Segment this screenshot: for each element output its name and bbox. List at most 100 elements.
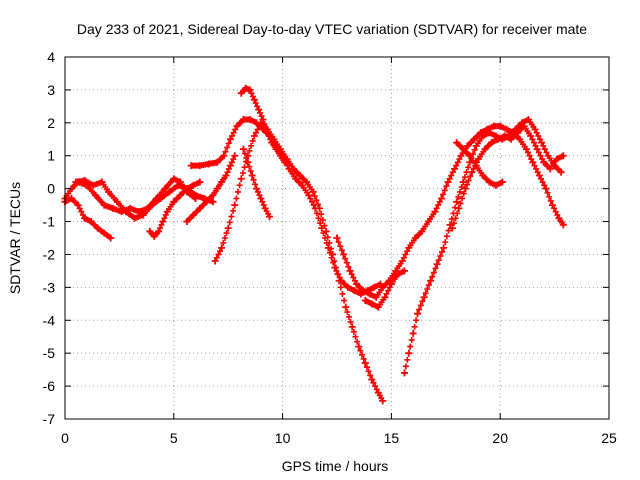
data-point-interp <box>450 220 457 227</box>
data-point-interp <box>540 142 547 149</box>
data-point-interp <box>328 254 335 261</box>
data-point-interp <box>413 317 420 324</box>
data-point-interp <box>339 290 346 297</box>
data-layer <box>61 84 567 405</box>
x-tick-label: 20 <box>492 430 508 446</box>
data-point-interp <box>372 383 379 390</box>
data-point-interp <box>343 259 350 266</box>
data-point-interp <box>334 271 341 278</box>
data-point <box>266 213 274 221</box>
data-point <box>531 125 539 133</box>
y-tick-label: -1 <box>43 214 56 230</box>
data-point-interp <box>359 351 366 358</box>
data-point-interp <box>213 254 220 261</box>
data-point-interp <box>454 159 461 166</box>
data-point-interp <box>465 177 472 184</box>
data-point <box>348 323 356 331</box>
data-point <box>535 171 543 179</box>
data-point-interp <box>442 239 449 246</box>
data-point-interp <box>342 255 349 262</box>
x-tick-label: 25 <box>601 430 617 446</box>
x-tick-label: 10 <box>275 430 291 446</box>
data-point-interp <box>422 290 429 297</box>
data-point-interp <box>531 162 538 169</box>
data-point-interp <box>228 159 235 166</box>
data-point-interp <box>435 202 442 209</box>
data-point <box>226 135 234 143</box>
data-point-interp <box>424 286 431 293</box>
data-point-interp <box>224 169 231 176</box>
data-point-interp <box>229 132 236 139</box>
data-point <box>431 208 439 216</box>
data-point <box>220 152 228 160</box>
data-point-interp <box>354 338 361 345</box>
data-point-interp <box>262 125 269 132</box>
data-point <box>368 376 376 384</box>
data-point <box>309 188 317 196</box>
data-point <box>237 175 245 183</box>
data-point <box>527 132 535 140</box>
data-point-interp <box>335 239 342 246</box>
data-point-interp <box>419 298 426 305</box>
data-point-interp <box>456 188 463 195</box>
y-tick-label: -3 <box>43 279 56 295</box>
x-tick-label: 0 <box>61 430 69 446</box>
data-point-interp <box>319 216 326 223</box>
data-point <box>159 218 167 226</box>
y-tick-label: -4 <box>43 312 56 328</box>
data-point-interp <box>321 222 328 229</box>
data-point-interp <box>249 137 256 144</box>
data-point <box>252 185 260 193</box>
data-point-interp <box>265 132 272 139</box>
data-point <box>218 244 226 252</box>
data-point-interp <box>537 152 544 159</box>
data-point <box>381 293 389 301</box>
data-point <box>437 195 445 203</box>
grid-layer <box>65 57 609 419</box>
data-point <box>405 349 413 357</box>
data-point-interp <box>248 142 255 149</box>
data-point-interp <box>370 379 377 386</box>
data-point-interp <box>443 183 450 190</box>
data-series-arc-5 <box>183 152 239 226</box>
data-point-interp <box>441 187 448 194</box>
data-point-interp <box>363 364 370 371</box>
data-point-interp <box>402 363 409 370</box>
data-point-interp <box>311 193 318 200</box>
data-point-interp <box>337 284 344 291</box>
data-point-interp <box>345 263 352 270</box>
data-point <box>246 86 254 94</box>
data-point-interp <box>221 235 228 241</box>
data-series-arc-10 <box>333 122 567 301</box>
data-point-interp <box>252 181 259 188</box>
data-point <box>427 277 435 285</box>
data-point-interp <box>239 170 246 177</box>
data-point-interp <box>457 200 464 207</box>
x-tick-label: 15 <box>384 430 400 446</box>
data-point-interp <box>226 219 233 226</box>
data-point-interp <box>234 188 241 195</box>
data-point <box>455 204 463 212</box>
data-point-interp <box>544 189 551 196</box>
data-point-interp <box>440 191 447 198</box>
data-point <box>559 221 567 229</box>
data-series-arc-11 <box>400 116 565 377</box>
data-point-interp <box>407 343 414 350</box>
data-point <box>400 267 408 275</box>
data-point <box>346 267 354 275</box>
data-point-interp <box>345 313 352 320</box>
data-point <box>231 201 239 209</box>
data-point-interp <box>467 173 474 180</box>
data-point-interp <box>243 154 250 161</box>
data-series-arc-9 <box>239 145 274 221</box>
data-point-interp <box>524 149 531 156</box>
y-tick-label: -7 <box>43 411 56 427</box>
data-point <box>409 329 417 337</box>
data-point-interp <box>432 265 439 272</box>
data-point <box>322 227 330 235</box>
data-point-interp <box>324 234 331 241</box>
y-tick-label: -2 <box>43 246 56 262</box>
data-point-interp <box>417 302 424 309</box>
y-axis-label: SDTVAR / TECUs <box>7 182 23 294</box>
data-point <box>453 198 461 206</box>
